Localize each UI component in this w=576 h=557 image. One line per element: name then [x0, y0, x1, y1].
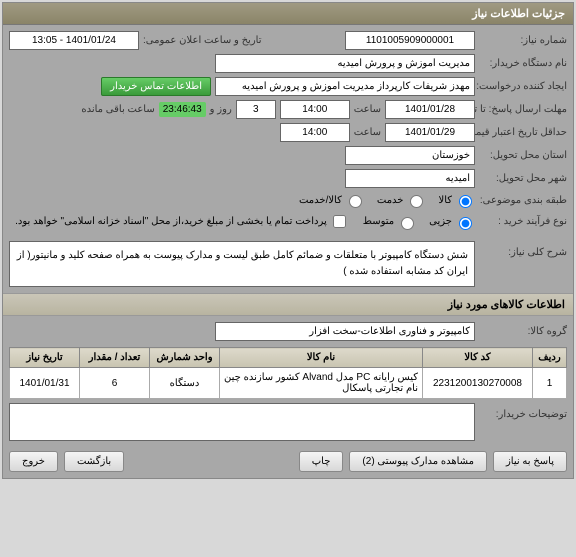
proc-medium-option[interactable]: متوسط [363, 214, 417, 230]
goods-table: ردیف کد کالا نام کالا واحد شمارش تعداد /… [9, 347, 567, 399]
cat-goods-radio[interactable] [459, 195, 472, 208]
province-field[interactable] [345, 146, 475, 165]
col-row: ردیف [533, 348, 567, 368]
category-label: طبقه بندی موضوعی: [479, 195, 567, 206]
announce-field[interactable] [9, 31, 139, 50]
need-desc-text: شش دستگاه کامپیوتر با متعلقات و ضمائم کا… [9, 241, 475, 287]
buyer-label: نام دستگاه خریدار: [479, 58, 567, 69]
exit-button[interactable]: خروج [9, 451, 58, 472]
button-bar: پاسخ به نیاز مشاهده مدارک پیوستی (2) چاپ… [3, 445, 573, 478]
need-details-panel: جزئیات اطلاعات نیاز شماره نیاز: تاریخ و … [2, 2, 574, 479]
validity-date-field[interactable] [385, 123, 475, 142]
process-label: نوع فرآیند خرید : [479, 216, 567, 227]
days-label: روز و [210, 104, 232, 115]
print-button[interactable]: چاپ [299, 451, 344, 472]
cell-qty: 6 [80, 368, 150, 399]
buyer-field[interactable] [215, 54, 475, 73]
city-label: شهر محل تحویل: [479, 173, 567, 184]
col-code: کد کالا [423, 348, 533, 368]
contact-button[interactable]: اطلاعات تماس خریدار [101, 77, 211, 96]
payment-note-check[interactable]: پرداخت تمام یا بخشی از مبلغ خرید،از محل … [15, 212, 349, 231]
cell-unit: دستگاه [150, 368, 220, 399]
col-qty: تعداد / مقدار [80, 348, 150, 368]
payment-checkbox[interactable] [333, 215, 346, 228]
table-row[interactable]: 1 2231200130270008 کیس رایانه PC مدل Alv… [10, 368, 567, 399]
cell-date: 1401/01/31 [10, 368, 80, 399]
province-label: استان محل تحویل: [479, 150, 567, 161]
proc-partial-option[interactable]: جزیی [429, 214, 475, 230]
need-desc-label: شرح کلی نیاز: [479, 241, 567, 258]
requester-label: ایجاد کننده درخواست: [479, 81, 567, 92]
cat-goods-option[interactable]: کالا [438, 192, 475, 208]
cat-service-option[interactable]: خدمت [377, 192, 427, 208]
group-field[interactable] [215, 322, 475, 341]
time-label-1: ساعت [354, 104, 381, 115]
requester-field[interactable] [215, 77, 475, 96]
announce-label: تاریخ و ساعت اعلان عمومی: [143, 35, 262, 46]
days-field[interactable] [236, 100, 276, 119]
city-field[interactable] [345, 169, 475, 188]
need-no-label: شماره نیاز: [479, 35, 567, 46]
validity-time-field[interactable] [280, 123, 350, 142]
need-no-field[interactable] [345, 31, 475, 50]
main-form: شماره نیاز: تاریخ و ساعت اعلان عمومی: نا… [3, 25, 573, 241]
col-date: تاریخ نیاز [10, 348, 80, 368]
cat-both-option[interactable]: کالا/خدمت [299, 192, 365, 208]
category-radios: کالا خدمت کالا/خدمت [299, 192, 475, 208]
cat-both-radio[interactable] [349, 195, 362, 208]
group-label: گروه کالا: [479, 326, 567, 337]
buyer-notes-field[interactable] [9, 403, 475, 441]
cell-code: 2231200130270008 [423, 368, 533, 399]
cell-row: 1 [533, 368, 567, 399]
cell-name: کیس رایانه PC مدل Alvand کشور سازنده چین… [220, 368, 423, 399]
col-unit: واحد شمارش [150, 348, 220, 368]
validity-label: حداقل تاریخ اعتبار قیمت: تا تاریخ: [479, 127, 567, 138]
buyer-notes-label: توضیحات خریدار: [479, 403, 567, 420]
process-radios: جزیی متوسط [363, 214, 475, 230]
goods-section-title: اطلاعات کالاهای مورد نیاز [3, 293, 573, 316]
col-name: نام کالا [220, 348, 423, 368]
proc-partial-radio[interactable] [459, 217, 472, 230]
back-button[interactable]: بازگشت [64, 451, 124, 472]
remain-label: ساعت باقی مانده [81, 104, 154, 115]
time-label-2: ساعت [354, 127, 381, 138]
deadline-date-field[interactable] [385, 100, 475, 119]
deadline-time-field[interactable] [280, 100, 350, 119]
cat-service-radio[interactable] [410, 195, 423, 208]
respond-button[interactable]: پاسخ به نیاز [493, 451, 567, 472]
panel-title: جزئیات اطلاعات نیاز [3, 3, 573, 25]
countdown-badge: 23:46:43 [159, 102, 206, 117]
table-header-row: ردیف کد کالا نام کالا واحد شمارش تعداد /… [10, 348, 567, 368]
attachments-button[interactable]: مشاهده مدارک پیوستی (2) [349, 451, 487, 472]
proc-medium-radio[interactable] [401, 217, 414, 230]
deadline-label: مهلت ارسال پاسخ: تا تاریخ: [479, 104, 567, 115]
